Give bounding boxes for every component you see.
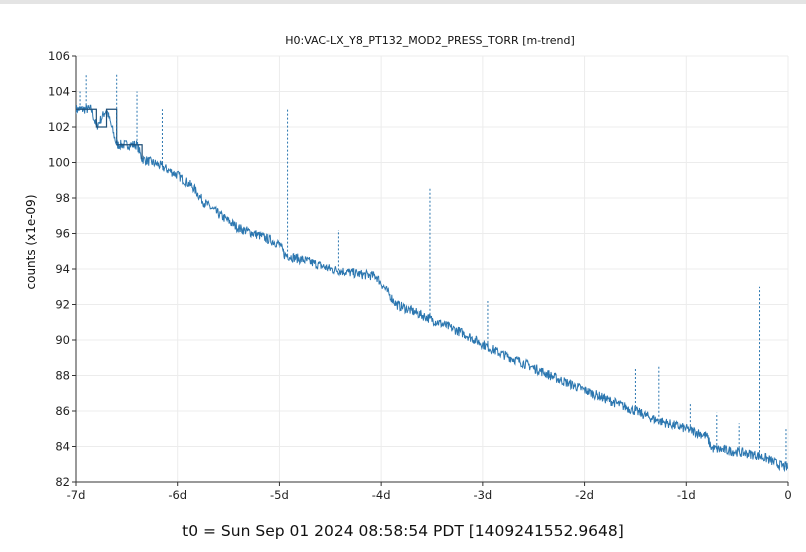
y-tick-label: 106 — [48, 49, 70, 63]
t0-timestamp: t0 = Sun Sep 01 2024 08:58:54 PDT [14092… — [182, 522, 624, 540]
y-tick-label: 104 — [48, 85, 70, 99]
y-tick-label: 98 — [55, 191, 70, 205]
x-tick-label: -7d — [67, 488, 86, 502]
y-tick-label: 94 — [55, 262, 70, 276]
y-tick-label: 96 — [55, 227, 70, 241]
y-tick-label: 84 — [55, 440, 70, 454]
x-tick-label: -3d — [473, 488, 492, 502]
x-tick-label: -5d — [270, 488, 289, 502]
x-tick-label: -2d — [575, 488, 594, 502]
series-step-segment — [76, 108, 143, 159]
series-trend-line — [76, 103, 788, 473]
y-tick-label: 102 — [48, 120, 70, 134]
x-tick-label: 0 — [784, 488, 791, 502]
x-tick-label: -4d — [372, 488, 391, 502]
y-tick-label: 100 — [48, 156, 70, 170]
chart-title: H0:VAC-LX_Y8_PT132_MOD2_PRESS_TORR [m-tr… — [285, 34, 575, 47]
y-tick-label: 88 — [55, 369, 70, 383]
y-axis-label: counts (x1e-09) — [24, 194, 38, 289]
y-tick-label: 86 — [55, 404, 70, 418]
y-tick-label: 92 — [55, 298, 70, 312]
y-tick-label: 82 — [55, 475, 70, 489]
x-tick-label: -6d — [168, 488, 187, 502]
x-tick-labels: -7d -6d -5d -4d -3d -2d -1d 0 — [67, 482, 792, 502]
y-tick-label: 90 — [55, 333, 70, 347]
y-tick-labels: 82 84 86 88 90 92 94 96 98 100 102 104 106 — [48, 49, 76, 489]
window-top-border — [0, 0, 806, 4]
series-layer — [76, 73, 788, 473]
grid-lines — [75, 55, 789, 483]
x-tick-label: -1d — [677, 488, 696, 502]
